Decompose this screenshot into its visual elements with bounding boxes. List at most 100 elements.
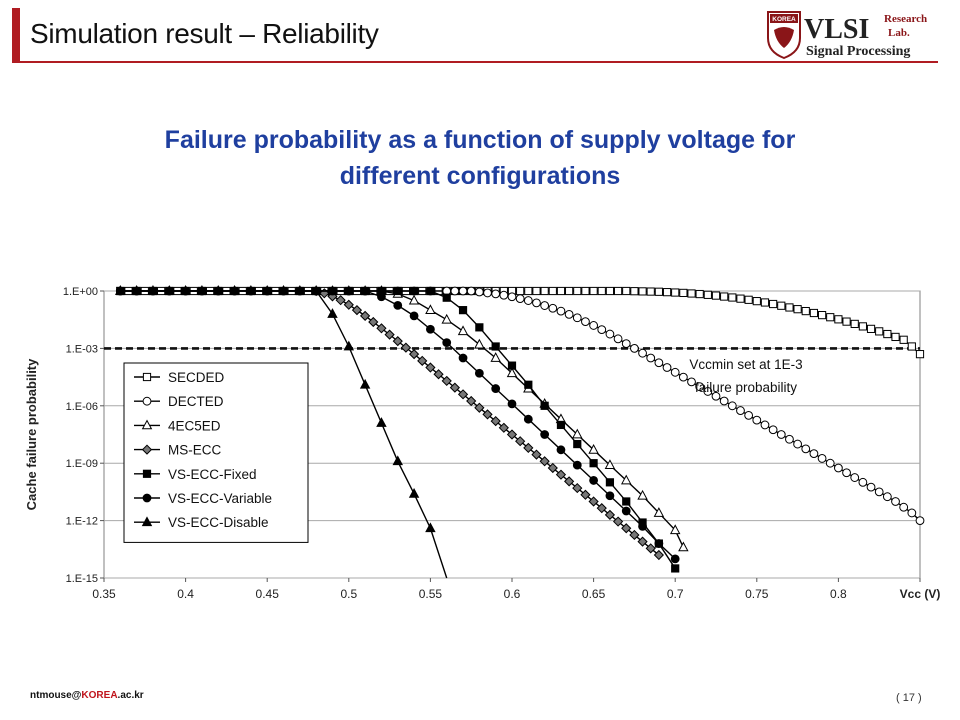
- point-marker: [442, 338, 452, 348]
- point-marker: [141, 444, 153, 455]
- point-marker: [548, 286, 557, 296]
- point-marker: [360, 310, 371, 321]
- point-marker: [671, 288, 680, 297]
- legend-entry: DECTED: [134, 394, 224, 409]
- point-marker: [343, 299, 354, 310]
- point-marker: [408, 294, 420, 305]
- point-marker: [343, 340, 355, 351]
- point-marker: [915, 516, 925, 526]
- point-marker: [540, 401, 549, 410]
- point-marker: [899, 335, 908, 344]
- point-marker: [638, 521, 647, 531]
- series-vs-ecc-disable: [115, 285, 448, 579]
- point-marker: [875, 327, 884, 336]
- point-marker: [359, 378, 371, 389]
- point-marker: [180, 285, 191, 295]
- point-marker: [474, 338, 485, 349]
- point-marker: [409, 286, 419, 296]
- annotation-layer: Vccmin set at 1E-3 failure probability: [689, 357, 802, 395]
- point-marker: [450, 286, 460, 296]
- point-marker: [524, 380, 533, 389]
- point-marker: [744, 295, 753, 304]
- point-marker: [850, 473, 860, 482]
- point-marker: [384, 329, 395, 340]
- legend-entry: VS-ECC-Fixed: [134, 467, 257, 482]
- point-marker: [687, 377, 696, 387]
- point-marker: [532, 298, 541, 308]
- legend-layer: SECDED DECTED 4EC5ED MS-ECC VS-ECC-Fixed VS-E…: [123, 362, 309, 543]
- point-marker: [458, 353, 468, 363]
- point-marker: [605, 478, 615, 487]
- point-marker: [621, 523, 632, 534]
- point-marker: [882, 492, 892, 502]
- point-marker: [475, 323, 484, 332]
- point-marker: [547, 462, 558, 474]
- point-marker: [491, 342, 500, 351]
- point-marker: [915, 350, 925, 359]
- point-marker: [621, 506, 631, 516]
- point-marker: [498, 422, 509, 433]
- point-marker: [678, 372, 688, 382]
- failure-probability-chart: 1.E+00 1.E-03 1.E-06 1.E-09 1.E-12 1.E-15 0.35…: [24, 285, 940, 601]
- point-marker: [703, 290, 712, 299]
- point-marker: [671, 564, 680, 573]
- point-marker: [499, 290, 509, 300]
- point-marker: [466, 286, 476, 296]
- point-marker: [727, 401, 737, 411]
- point-marker: [393, 286, 402, 296]
- point-marker: [556, 445, 566, 455]
- point-marker: [736, 406, 745, 415]
- point-marker: [506, 429, 518, 440]
- point-marker: [532, 286, 541, 296]
- point-marker: [393, 300, 403, 310]
- point-marker: [907, 508, 917, 518]
- y-axis-label: Cache failure probability: [24, 358, 39, 510]
- axis-layer: 1.E+00 1.E-03 1.E-06 1.E-09 1.E-12 1.E-15 0.35…: [24, 286, 940, 601]
- point-marker: [793, 305, 802, 314]
- point-marker: [588, 496, 599, 507]
- point-marker: [605, 286, 615, 296]
- legend-entry: SECDED: [134, 370, 225, 385]
- point-marker: [604, 459, 616, 470]
- point-marker: [646, 287, 655, 296]
- point-marker: [426, 324, 435, 334]
- legend-label: SECDED: [168, 370, 225, 385]
- legend-entry: VS-ECC-Variable: [134, 491, 272, 506]
- legend-label: DECTED: [168, 394, 224, 409]
- point-marker: [654, 287, 663, 296]
- point-marker: [229, 285, 240, 295]
- point-marker: [703, 387, 713, 396]
- point-marker: [142, 469, 152, 478]
- point-marker: [645, 543, 656, 554]
- point-marker: [523, 442, 534, 454]
- point-marker: [142, 396, 152, 406]
- y-tick-label: 1.E-09: [66, 458, 98, 470]
- point-marker: [425, 304, 436, 315]
- point-marker: [368, 316, 379, 328]
- point-marker: [653, 549, 664, 561]
- point-marker: [540, 286, 549, 296]
- x-axis-label: Vcc (V): [900, 587, 941, 601]
- point-marker: [141, 516, 153, 527]
- point-marker: [506, 367, 518, 378]
- point-marker: [662, 363, 672, 372]
- point-marker: [245, 285, 257, 295]
- point-marker: [466, 395, 477, 407]
- point-marker: [474, 368, 484, 378]
- point-marker: [392, 336, 403, 347]
- point-marker: [825, 458, 835, 468]
- point-marker: [752, 415, 762, 425]
- y-tick-label: 1.E-03: [66, 343, 98, 355]
- point-marker: [621, 339, 631, 349]
- point-marker: [589, 459, 598, 468]
- point-marker: [604, 509, 616, 520]
- x-tick-label: 0.8: [830, 587, 847, 601]
- point-marker: [507, 292, 517, 302]
- point-marker: [540, 301, 550, 310]
- point-marker: [842, 468, 851, 478]
- point-marker: [637, 489, 648, 500]
- point-marker: [793, 439, 802, 449]
- point-marker: [328, 286, 337, 296]
- logo-bottom-text: Signal Processing: [806, 44, 910, 59]
- point-marker: [539, 456, 550, 467]
